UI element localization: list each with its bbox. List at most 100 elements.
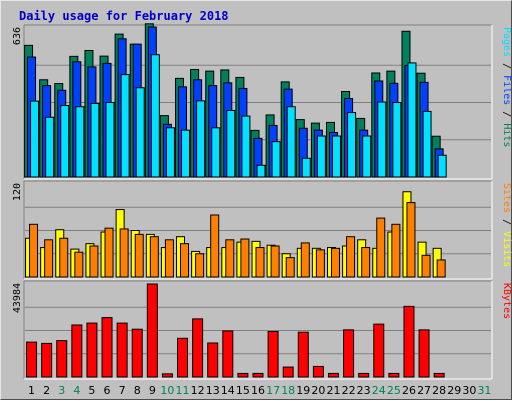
- bar-hits-files-pages-pages-day-6: [105, 102, 115, 178]
- x-tick-label-day-12: 12: [191, 384, 205, 397]
- bar-kbytes-kbytes-day-13: [207, 342, 219, 378]
- ymax-label-kbytes: 43984: [12, 283, 23, 313]
- x-tick-label-day-1: 1: [28, 384, 35, 397]
- bar-hits-files-pages-pages-day-28: [437, 154, 447, 178]
- bar-visits-sites-sites-day-22: [346, 236, 356, 278]
- axis-label-kbytes: KBytes: [501, 283, 512, 319]
- bar-visits-sites-sites-day-13: [210, 214, 220, 278]
- bar-visits-sites-sites-day-23: [361, 247, 371, 278]
- bar-kbytes-kbytes-day-3: [56, 340, 68, 378]
- bar-hits-files-pages-pages-day-13: [211, 127, 221, 178]
- bar-kbytes-kbytes-day-9: [146, 283, 158, 378]
- bar-kbytes-kbytes-day-19: [297, 331, 309, 378]
- ymax-label-hits-files-pages: 636: [12, 27, 23, 45]
- bar-visits-sites-sites-day-2: [44, 239, 54, 278]
- bar-hits-files-pages-pages-day-16: [256, 164, 266, 178]
- bar-visits-sites-sites-day-27: [421, 254, 431, 278]
- x-tick-label-day-4: 4: [73, 384, 80, 397]
- x-tick-label-day-16: 16: [251, 384, 265, 397]
- axis-label-segment-hits-files-pages-1: /: [501, 57, 512, 75]
- bar-kbytes-kbytes-day-20: [312, 365, 324, 378]
- bar-visits-sites-sites-day-25: [391, 223, 401, 278]
- bar-kbytes-kbytes-day-22: [343, 329, 355, 378]
- bar-visits-sites-sites-day-17: [270, 245, 280, 278]
- bar-hits-files-pages-pages-day-17: [271, 141, 281, 178]
- x-tick-label-day-25: 25: [387, 384, 401, 397]
- bar-visits-sites-sites-day-5: [89, 245, 99, 278]
- bar-kbytes-kbytes-day-2: [41, 342, 53, 378]
- x-tick-label-day-7: 7: [119, 384, 126, 397]
- bar-visits-sites-sites-day-15: [240, 238, 250, 278]
- bar-kbytes-kbytes-day-18: [282, 366, 294, 378]
- bar-hits-files-pages-pages-day-23: [362, 135, 372, 178]
- bar-visits-sites-sites-day-6: [104, 227, 114, 278]
- bar-kbytes-kbytes-day-15: [237, 372, 249, 378]
- bar-hits-files-pages-pages-day-25: [392, 102, 402, 178]
- bar-kbytes-kbytes-day-11: [177, 337, 189, 378]
- x-tick-label-day-28: 28: [432, 384, 446, 397]
- bar-hits-files-pages-pages-day-3: [60, 105, 70, 178]
- x-tick-label-day-10: 10: [160, 384, 174, 397]
- x-tick-label-day-20: 20: [311, 384, 325, 397]
- x-tick-label-day-9: 9: [149, 384, 156, 397]
- bar-hits-files-pages-pages-day-4: [75, 106, 85, 178]
- bar-visits-sites-sites-day-10: [164, 239, 174, 278]
- axis-label-segment-kbytes-0: KBytes: [501, 283, 512, 319]
- bar-visits-sites-sites-day-1: [29, 223, 39, 278]
- bar-kbytes-kbytes-day-28: [433, 372, 445, 378]
- bar-visits-sites-sites-day-16: [255, 247, 265, 278]
- bar-kbytes-kbytes-day-24: [373, 323, 385, 378]
- ymax-label-visits-sites: 120: [12, 183, 23, 201]
- bar-visits-sites-sites-day-7: [119, 228, 129, 278]
- bar-hits-files-pages-pages-day-9: [150, 54, 160, 178]
- bar-hits-files-pages-pages-day-12: [196, 100, 206, 178]
- bar-kbytes-kbytes-day-27: [418, 329, 430, 378]
- bar-hits-files-pages-pages-day-5: [90, 102, 100, 178]
- x-tick-label-day-18: 18: [281, 384, 295, 397]
- bar-kbytes-kbytes-day-26: [403, 305, 415, 378]
- axis-label-segment-visits-sites-0: Sites: [501, 183, 512, 213]
- bar-visits-sites-sites-day-21: [330, 247, 340, 278]
- bar-hits-files-pages-pages-day-21: [331, 135, 341, 178]
- bar-visits-sites-sites-day-12: [195, 253, 205, 278]
- bar-visits-sites-sites-day-24: [376, 217, 386, 278]
- x-tick-label-day-23: 23: [357, 384, 371, 397]
- bar-visits-sites-sites-day-19: [300, 242, 310, 278]
- x-tick-label-day-30: 30: [462, 384, 476, 397]
- x-tick-label-day-26: 26: [402, 384, 416, 397]
- x-tick-label-day-17: 17: [266, 384, 280, 397]
- bar-hits-files-pages-pages-day-8: [135, 87, 145, 178]
- bar-visits-sites-sites-day-28: [436, 259, 446, 278]
- chart-title: Daily usage for February 2018: [19, 9, 229, 23]
- bar-visits-sites-sites-day-18: [285, 257, 295, 278]
- x-tick-label-day-3: 3: [58, 384, 65, 397]
- axis-label-segment-hits-files-pages-2: Files: [501, 75, 512, 105]
- x-tick-label-day-2: 2: [43, 384, 50, 397]
- bar-kbytes-kbytes-day-14: [222, 330, 234, 378]
- bar-visits-sites-sites-day-14: [225, 239, 235, 278]
- bar-hits-files-pages-pages-day-11: [181, 129, 191, 178]
- bar-hits-files-pages-pages-day-1: [30, 100, 40, 178]
- bar-visits-sites-sites-day-8: [134, 233, 144, 278]
- axis-label-segment-visits-sites-1: /: [501, 213, 512, 231]
- bar-kbytes-kbytes-day-12: [192, 318, 204, 378]
- bar-hits-files-pages-pages-day-22: [347, 112, 357, 178]
- bar-visits-sites-sites-day-9: [149, 236, 159, 278]
- bar-hits-files-pages-pages-day-26: [407, 62, 417, 178]
- bar-kbytes-kbytes-day-10: [161, 373, 173, 378]
- x-tick-label-day-22: 22: [342, 384, 356, 397]
- bar-visits-sites-sites-day-20: [315, 249, 325, 278]
- axis-label-segment-hits-files-pages-3: /: [501, 105, 512, 123]
- bar-hits-files-pages-pages-day-2: [45, 116, 55, 178]
- bar-visits-sites-sites-day-26: [406, 202, 416, 278]
- x-tick-label-day-19: 19: [296, 384, 310, 397]
- bar-kbytes-kbytes-day-25: [388, 372, 400, 378]
- bar-kbytes-kbytes-day-17: [267, 331, 279, 378]
- x-tick-label-day-13: 13: [206, 384, 220, 397]
- bar-kbytes-kbytes-day-16: [252, 372, 264, 378]
- x-tick-label-day-31: 31: [477, 384, 491, 397]
- axis-label-segment-hits-files-pages-4: Hits: [501, 123, 512, 147]
- bar-kbytes-kbytes-day-8: [131, 328, 143, 378]
- axis-label-visits-sites: Sites / Visits: [501, 183, 512, 267]
